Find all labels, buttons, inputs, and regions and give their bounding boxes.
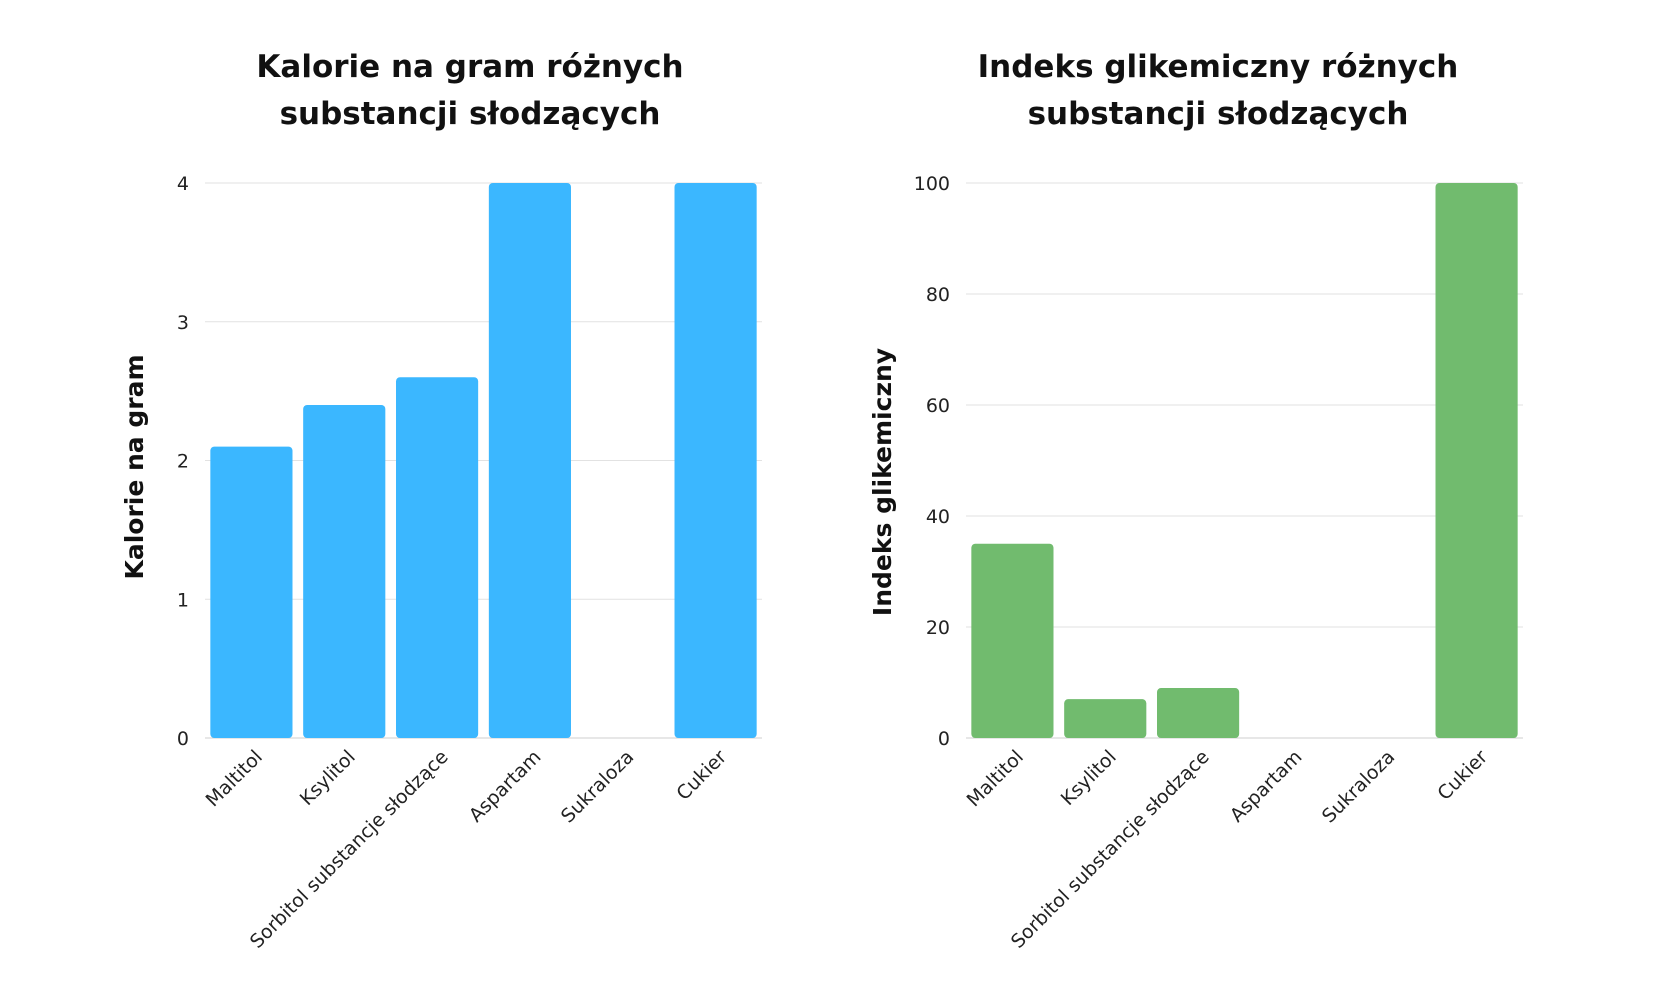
glycemic-bar [1064, 699, 1147, 738]
glycemic-y-tick-label: 40 [926, 506, 950, 528]
glycemic-x-tick-label: Maltitol [963, 746, 1028, 811]
calories-bar [674, 183, 757, 738]
glycemic-chart-y-axis-label: Indeks glikemiczny [868, 348, 897, 616]
glycemic-y-tick-label: 100 [914, 173, 950, 195]
glycemic-bar [971, 543, 1054, 738]
calories-bar [210, 446, 293, 738]
glycemic-x-tick-label: Sorbitol substancje słodzące [1007, 746, 1214, 953]
calories-y-tick-label: 3 [177, 312, 189, 334]
glycemic-x-tick-label: Sukraloza [1318, 746, 1399, 827]
glycemic-index-chart: Indeks glikemiczny różnych substancji sł… [868, 49, 1523, 953]
glycemic-chart-title-line-2: substancji słodzących [1028, 96, 1409, 132]
calories-y-tick-label: 4 [177, 173, 189, 195]
calories-bar [303, 405, 386, 738]
calories-y-tick-label: 1 [177, 589, 189, 611]
calories-x-tick-label: Sorbitol substancje słodzące [246, 746, 453, 953]
glycemic-y-tick-label: 20 [926, 617, 950, 639]
calories-bar [488, 183, 571, 738]
calories-x-tick-label: Maltitol [202, 746, 267, 811]
calories-y-tick-label: 0 [177, 728, 189, 750]
calories-x-tick-label: Cukier [672, 746, 731, 805]
glycemic-x-tick-label: Ksylitol [1057, 746, 1121, 810]
calories-chart-y-axis-label: Kalorie na gram [120, 354, 149, 579]
glycemic-bar [1157, 688, 1240, 738]
calories-x-tick-label: Ksylitol [296, 746, 360, 810]
glycemic-x-tick-label: Cukier [1433, 746, 1492, 805]
glycemic-y-tick-label: 60 [926, 395, 950, 417]
calories-chart: Kalorie na gram różnych substancji słodz… [120, 49, 762, 953]
calories-y-tick-label: 2 [177, 451, 189, 473]
glycemic-bar [1435, 183, 1518, 738]
calories-x-tick-label: Aspartam [465, 746, 546, 827]
glycemic-y-tick-label: 80 [926, 284, 950, 306]
calories-chart-title-line-1: Kalorie na gram różnych [256, 49, 683, 85]
calories-x-tick-label: Sukraloza [557, 746, 638, 827]
glycemic-y-tick-label: 0 [938, 728, 950, 750]
glycemic-x-tick-label: Aspartam [1226, 746, 1307, 827]
calories-chart-title-line-2: substancji słodzących [280, 96, 661, 132]
glycemic-chart-title-line-1: Indeks glikemiczny różnych [978, 49, 1459, 85]
calories-bar [396, 377, 479, 738]
